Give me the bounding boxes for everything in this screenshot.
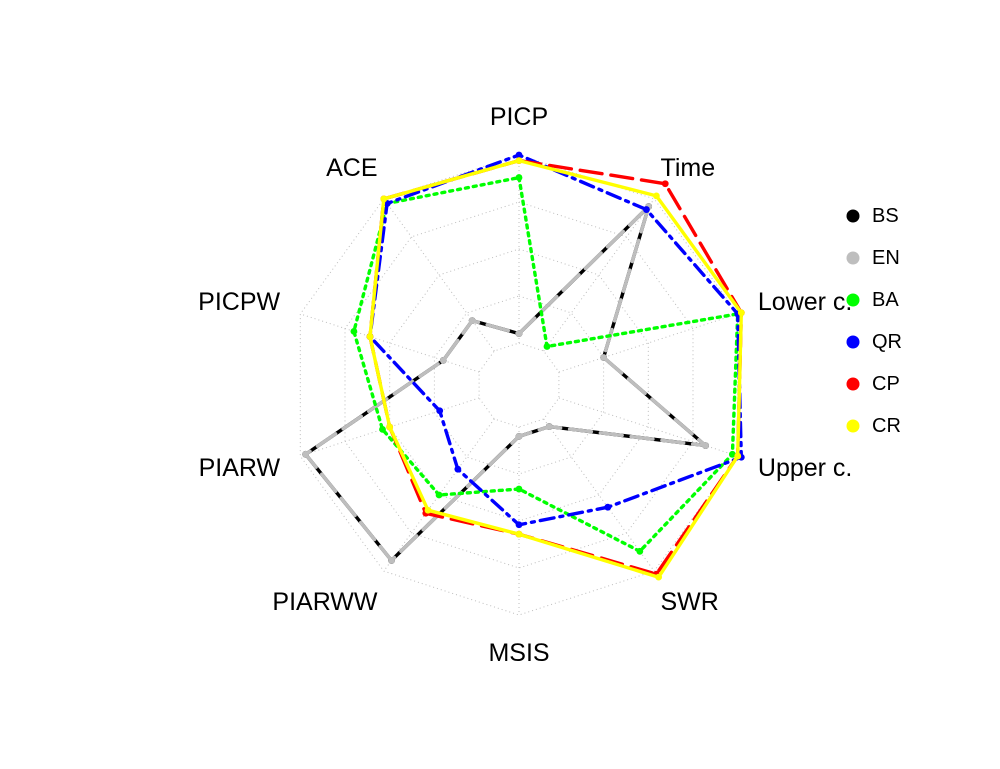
- legend-marker-cr: [846, 419, 860, 433]
- series-point-ba-7: [379, 425, 386, 433]
- grid-ring-4: [299, 154, 739, 616]
- grid-spoke-4: [543, 418, 655, 572]
- legend-marker-en: [846, 251, 860, 265]
- series-point-en-2: [600, 354, 608, 361]
- series-point-en-6: [388, 557, 395, 564]
- radar-series: [302, 151, 745, 581]
- series-point-en-5: [515, 433, 523, 440]
- legend-label-en: EN: [872, 247, 900, 269]
- series-point-ba-4: [636, 547, 644, 555]
- series-line-qr: [368, 153, 743, 527]
- series-point-cr-2: [737, 309, 745, 317]
- grid-spoke-7: [300, 397, 480, 457]
- series-point-en-3: [702, 442, 709, 450]
- series-point-cr-9: [380, 195, 388, 203]
- grid-spoke-6: [383, 418, 495, 572]
- axis-label-9: ACE: [326, 154, 377, 182]
- grid-ring-3: [344, 201, 694, 569]
- series-cp: [366, 157, 745, 578]
- legend-label-ba: BA: [872, 289, 899, 311]
- legend-label-cr: CR: [872, 415, 901, 437]
- series-point-cp-1: [661, 180, 669, 188]
- axis-label-0: PICP: [490, 103, 548, 131]
- series-point-en-9: [468, 317, 476, 325]
- legend-label-qr: QR: [872, 331, 902, 353]
- axis-label-4: SWR: [661, 588, 719, 616]
- axis-label-3: Upper c.: [758, 454, 852, 482]
- series-point-cr-7: [386, 423, 394, 431]
- series-point-cr-6: [424, 506, 432, 514]
- series-point-en-8: [439, 357, 447, 364]
- series-point-ba-3: [728, 450, 736, 458]
- series-point-qr-6: [454, 465, 462, 473]
- series-point-qr-7: [436, 407, 444, 415]
- series-point-ba-6: [435, 491, 443, 499]
- series-point-en-7: [302, 450, 310, 458]
- series-qr: [366, 151, 745, 529]
- legend: BS EN BA QR CP CR: [846, 205, 902, 437]
- series-point-en-0: [515, 330, 523, 337]
- axis-label-8: PICPW: [198, 288, 280, 316]
- axis-label-2: Lower c.: [758, 288, 852, 316]
- series-point-cr-1: [653, 192, 660, 200]
- series-point-cr-8: [366, 333, 374, 340]
- series-point-ba-8: [350, 327, 358, 335]
- legend-marker-bs: [846, 209, 860, 223]
- series-point-cr-3: [734, 452, 742, 460]
- grid-spoke-8: [300, 313, 480, 373]
- grid-spoke-9: [383, 198, 495, 352]
- axis-label-6: PIARWW: [272, 588, 377, 616]
- series-point-qr-1: [643, 206, 650, 213]
- axis-label-7: PIARW: [199, 454, 281, 482]
- series-point-qr-0: [515, 151, 523, 159]
- series-point-cr-0: [515, 157, 523, 165]
- axis-label-1: Time: [661, 154, 716, 182]
- grid-ring-2: [389, 248, 649, 522]
- legend-label-cp: CP: [872, 373, 900, 395]
- radar-grid: [299, 154, 739, 616]
- series-line-ba: [352, 175, 740, 553]
- axis-label-5: MSIS: [488, 639, 549, 667]
- series-point-ba-5: [515, 485, 523, 493]
- radar-axis-labels: PICP Time Lower c. Upper c. SWR MSIS PIARWW PIA…: [198, 103, 852, 667]
- legend-marker-cp: [846, 377, 860, 391]
- legend-marker-qr: [846, 335, 860, 349]
- series-en: [302, 203, 709, 564]
- series-cr: [366, 157, 745, 581]
- grid-spoke-1: [543, 198, 655, 352]
- legend-label-bs: BS: [872, 205, 899, 227]
- series-point-cr-4: [655, 573, 663, 581]
- grid-ring-0: [478, 342, 560, 428]
- series-point-ba-0: [515, 174, 523, 181]
- grid-spoke-2: [558, 313, 738, 373]
- legend-marker-ba: [846, 293, 860, 307]
- series-point-en-4: [545, 423, 553, 430]
- series-point-ba-1: [543, 343, 551, 350]
- series-point-cr-5: [515, 530, 523, 538]
- series-point-qr-5: [515, 521, 523, 529]
- series-point-qr-4: [604, 503, 612, 511]
